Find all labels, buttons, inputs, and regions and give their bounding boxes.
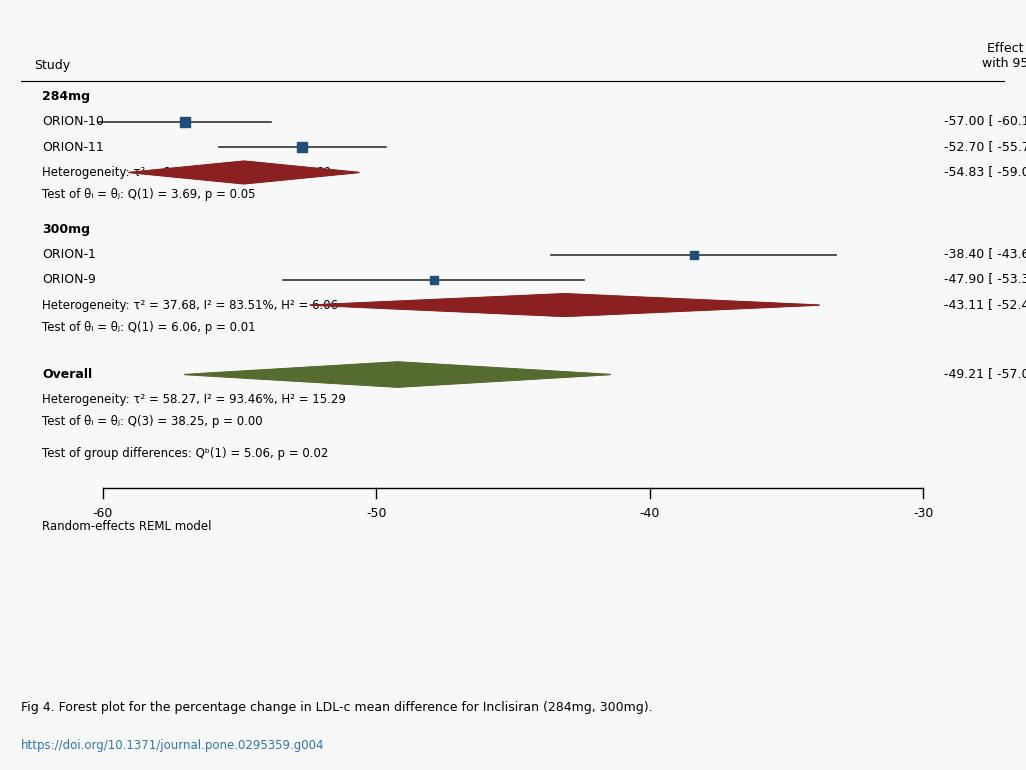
Polygon shape (129, 161, 359, 184)
Text: Effect size
with 95% CI: Effect size with 95% CI (982, 42, 1026, 69)
Text: -60: -60 (92, 507, 113, 520)
Polygon shape (185, 362, 610, 387)
Text: Test of θᵢ = θⱼ: Q(3) = 38.25, p = 0.00: Test of θᵢ = θⱼ: Q(3) = 38.25, p = 0.00 (42, 415, 263, 428)
Text: ORION-10: ORION-10 (42, 116, 105, 129)
Text: ORION-11: ORION-11 (42, 141, 105, 154)
Text: 284mg: 284mg (42, 90, 90, 103)
Text: -30: -30 (913, 507, 934, 520)
Text: ORION-9: ORION-9 (42, 273, 96, 286)
Text: -52.70 [ -55.75,  -49.65]: -52.70 [ -55.75, -49.65] (944, 141, 1026, 154)
Text: ORION-1: ORION-1 (42, 248, 96, 261)
Text: Study: Study (34, 59, 71, 72)
Text: Heterogeneity: τ² = 37.68, I² = 83.51%, H² = 6.06: Heterogeneity: τ² = 37.68, I² = 83.51%, … (42, 299, 339, 312)
Text: Fig 4. Forest plot for the percentage change in LDL-c mean difference for Inclis: Fig 4. Forest plot for the percentage ch… (21, 701, 653, 714)
Text: -54.83 [ -59.04,  -50.62]: -54.83 [ -59.04, -50.62] (944, 166, 1026, 179)
Text: https://doi.org/10.1371/journal.pone.0295359.g004: https://doi.org/10.1371/journal.pone.029… (21, 739, 324, 752)
Text: Test of θᵢ = θⱼ: Q(1) = 3.69, p = 0.05: Test of θᵢ = θⱼ: Q(1) = 3.69, p = 0.05 (42, 188, 255, 201)
Text: 300mg: 300mg (42, 223, 90, 236)
Text: -49.21 [ -57.00,  -41.43]: -49.21 [ -57.00, -41.43] (944, 368, 1026, 381)
Text: Test of θᵢ = θⱼ: Q(1) = 6.06, p = 0.01: Test of θᵢ = θⱼ: Q(1) = 6.06, p = 0.01 (42, 320, 256, 333)
Text: -57.00 [ -60.15,  -53.85]: -57.00 [ -60.15, -53.85] (944, 116, 1026, 129)
Text: Heterogeneity: τ² = 6.74, I² = 72.93%, H² = 3.69: Heterogeneity: τ² = 6.74, I² = 72.93%, H… (42, 166, 331, 179)
Polygon shape (310, 293, 820, 316)
Text: Overall: Overall (42, 368, 92, 381)
Text: -38.40 [ -43.60,  -33.20]: -38.40 [ -43.60, -33.20] (944, 248, 1026, 261)
Text: Test of group differences: Qᵇ(1) = 5.06, p = 0.02: Test of group differences: Qᵇ(1) = 5.06,… (42, 447, 328, 460)
Text: -47.90 [ -53.39,  -42.41]: -47.90 [ -53.39, -42.41] (944, 273, 1026, 286)
Text: Heterogeneity: τ² = 58.27, I² = 93.46%, H² = 15.29: Heterogeneity: τ² = 58.27, I² = 93.46%, … (42, 393, 347, 407)
Text: Random-effects REML model: Random-effects REML model (42, 520, 212, 533)
Text: -50: -50 (366, 507, 387, 520)
Text: -40: -40 (639, 507, 660, 520)
Text: -43.11 [ -52.42,  -33.80]: -43.11 [ -52.42, -33.80] (944, 299, 1026, 312)
